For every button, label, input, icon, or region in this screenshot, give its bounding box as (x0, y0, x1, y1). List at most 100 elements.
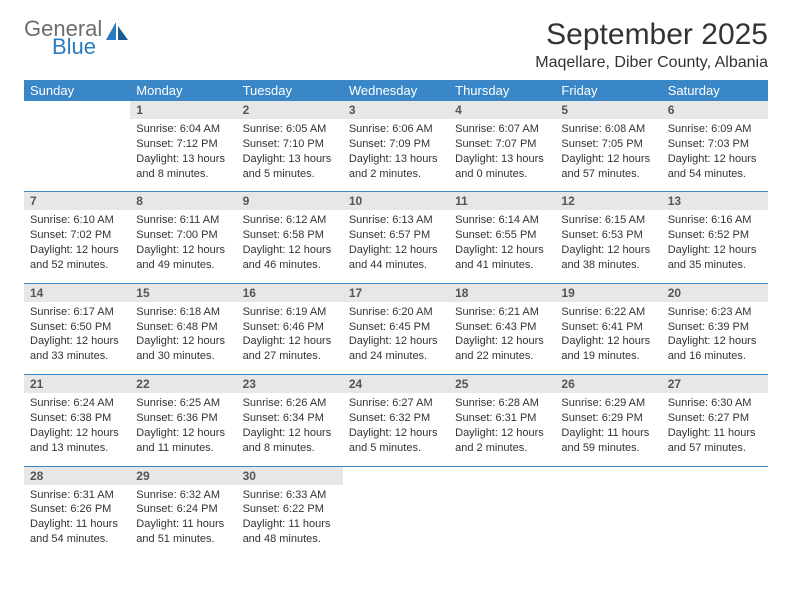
sunset-line: Sunset: 6:39 PM (668, 320, 762, 335)
daylight-line: Daylight: 11 hours and 51 minutes. (136, 517, 230, 547)
day-data-cell: Sunrise: 6:09 AMSunset: 7:03 PMDaylight:… (662, 119, 768, 192)
sunset-line: Sunset: 6:46 PM (243, 320, 337, 335)
day-number-row: 78910111213 (24, 192, 768, 211)
day-number-cell: 6 (662, 101, 768, 119)
day-data-cell: Sunrise: 6:11 AMSunset: 7:00 PMDaylight:… (130, 210, 236, 283)
month-title: September 2025 (535, 18, 768, 52)
day-data-cell: Sunrise: 6:33 AMSunset: 6:22 PMDaylight:… (237, 485, 343, 557)
day-number-cell: 23 (237, 375, 343, 394)
day-number-cell: 21 (24, 375, 130, 394)
sunrise-line: Sunrise: 6:24 AM (30, 396, 124, 411)
sunrise-line: Sunrise: 6:31 AM (30, 488, 124, 503)
sunset-line: Sunset: 6:24 PM (136, 502, 230, 517)
daylight-line: Daylight: 13 hours and 0 minutes. (455, 152, 549, 182)
day-number-cell: 25 (449, 375, 555, 394)
day-number-cell: 9 (237, 192, 343, 211)
day-number-cell: 11 (449, 192, 555, 211)
day-data-cell: Sunrise: 6:04 AMSunset: 7:12 PMDaylight:… (130, 119, 236, 192)
sunset-line: Sunset: 7:12 PM (136, 137, 230, 152)
day-data-row: Sunrise: 6:24 AMSunset: 6:38 PMDaylight:… (24, 393, 768, 466)
sunrise-line: Sunrise: 6:10 AM (30, 213, 124, 228)
day-number-row: 21222324252627 (24, 375, 768, 394)
sunset-line: Sunset: 6:34 PM (243, 411, 337, 426)
sunset-line: Sunset: 7:09 PM (349, 137, 443, 152)
day-number-cell (343, 466, 449, 485)
title-block: September 2025 Maqellare, Diber County, … (535, 18, 768, 72)
sunset-line: Sunset: 6:57 PM (349, 228, 443, 243)
day-number-cell: 14 (24, 283, 130, 302)
day-number-cell: 24 (343, 375, 449, 394)
daylight-line: Daylight: 13 hours and 5 minutes. (243, 152, 337, 182)
weekday-header: Sunday (24, 80, 130, 101)
sunset-line: Sunset: 7:05 PM (561, 137, 655, 152)
day-number-cell: 15 (130, 283, 236, 302)
weekday-header: Saturday (662, 80, 768, 101)
day-data-cell: Sunrise: 6:17 AMSunset: 6:50 PMDaylight:… (24, 302, 130, 375)
daylight-line: Daylight: 12 hours and 46 minutes. (243, 243, 337, 273)
sunset-line: Sunset: 6:52 PM (668, 228, 762, 243)
daylight-line: Daylight: 12 hours and 19 minutes. (561, 334, 655, 364)
day-data-cell: Sunrise: 6:25 AMSunset: 6:36 PMDaylight:… (130, 393, 236, 466)
day-data-cell: Sunrise: 6:32 AMSunset: 6:24 PMDaylight:… (130, 485, 236, 557)
day-data-cell: Sunrise: 6:31 AMSunset: 6:26 PMDaylight:… (24, 485, 130, 557)
daylight-line: Daylight: 12 hours and 11 minutes. (136, 426, 230, 456)
day-data-cell: Sunrise: 6:30 AMSunset: 6:27 PMDaylight:… (662, 393, 768, 466)
sunrise-line: Sunrise: 6:27 AM (349, 396, 443, 411)
sunset-line: Sunset: 6:31 PM (455, 411, 549, 426)
calendar-body: SundayMondayTuesdayWednesdayThursdayFrid… (24, 80, 768, 557)
daylight-line: Daylight: 11 hours and 59 minutes. (561, 426, 655, 456)
day-number-cell: 20 (662, 283, 768, 302)
sunset-line: Sunset: 6:53 PM (561, 228, 655, 243)
day-data-row: Sunrise: 6:31 AMSunset: 6:26 PMDaylight:… (24, 485, 768, 557)
sunset-line: Sunset: 6:41 PM (561, 320, 655, 335)
daylight-line: Daylight: 12 hours and 27 minutes. (243, 334, 337, 364)
day-data-cell: Sunrise: 6:10 AMSunset: 7:02 PMDaylight:… (24, 210, 130, 283)
day-data-cell: Sunrise: 6:22 AMSunset: 6:41 PMDaylight:… (555, 302, 661, 375)
daylight-line: Daylight: 13 hours and 8 minutes. (136, 152, 230, 182)
daylight-line: Daylight: 12 hours and 13 minutes. (30, 426, 124, 456)
day-data-cell: Sunrise: 6:13 AMSunset: 6:57 PMDaylight:… (343, 210, 449, 283)
sunrise-line: Sunrise: 6:28 AM (455, 396, 549, 411)
day-data-cell: Sunrise: 6:06 AMSunset: 7:09 PMDaylight:… (343, 119, 449, 192)
sunrise-line: Sunrise: 6:04 AM (136, 122, 230, 137)
day-number-row: 282930 (24, 466, 768, 485)
daylight-line: Daylight: 12 hours and 35 minutes. (668, 243, 762, 273)
logo-sail-icon (106, 22, 130, 40)
sunset-line: Sunset: 6:50 PM (30, 320, 124, 335)
day-data-cell: Sunrise: 6:21 AMSunset: 6:43 PMDaylight:… (449, 302, 555, 375)
daylight-line: Daylight: 12 hours and 44 minutes. (349, 243, 443, 273)
day-number-cell: 8 (130, 192, 236, 211)
sunrise-line: Sunrise: 6:20 AM (349, 305, 443, 320)
sunrise-line: Sunrise: 6:22 AM (561, 305, 655, 320)
sunset-line: Sunset: 6:27 PM (668, 411, 762, 426)
day-data-cell: Sunrise: 6:18 AMSunset: 6:48 PMDaylight:… (130, 302, 236, 375)
sunset-line: Sunset: 7:02 PM (30, 228, 124, 243)
logo: General Blue (24, 18, 130, 58)
day-number-cell: 3 (343, 101, 449, 119)
sunset-line: Sunset: 7:07 PM (455, 137, 549, 152)
sunset-line: Sunset: 6:32 PM (349, 411, 443, 426)
day-number-cell: 19 (555, 283, 661, 302)
day-number-cell (555, 466, 661, 485)
location: Maqellare, Diber County, Albania (535, 54, 768, 72)
day-number-cell: 7 (24, 192, 130, 211)
daylight-line: Daylight: 13 hours and 2 minutes. (349, 152, 443, 182)
sunset-line: Sunset: 6:55 PM (455, 228, 549, 243)
day-number-cell: 10 (343, 192, 449, 211)
daylight-line: Daylight: 11 hours and 57 minutes. (668, 426, 762, 456)
weekday-header: Friday (555, 80, 661, 101)
sunrise-line: Sunrise: 6:32 AM (136, 488, 230, 503)
day-number-row: 123456 (24, 101, 768, 119)
day-data-cell: Sunrise: 6:07 AMSunset: 7:07 PMDaylight:… (449, 119, 555, 192)
day-data-cell (24, 119, 130, 192)
sunset-line: Sunset: 6:45 PM (349, 320, 443, 335)
day-number-cell: 12 (555, 192, 661, 211)
sunrise-line: Sunrise: 6:07 AM (455, 122, 549, 137)
header: General Blue September 2025 Maqellare, D… (24, 18, 768, 72)
sunrise-line: Sunrise: 6:19 AM (243, 305, 337, 320)
day-data-cell: Sunrise: 6:28 AMSunset: 6:31 PMDaylight:… (449, 393, 555, 466)
daylight-line: Daylight: 12 hours and 57 minutes. (561, 152, 655, 182)
day-data-cell (449, 485, 555, 557)
day-data-cell: Sunrise: 6:15 AMSunset: 6:53 PMDaylight:… (555, 210, 661, 283)
sunset-line: Sunset: 7:00 PM (136, 228, 230, 243)
